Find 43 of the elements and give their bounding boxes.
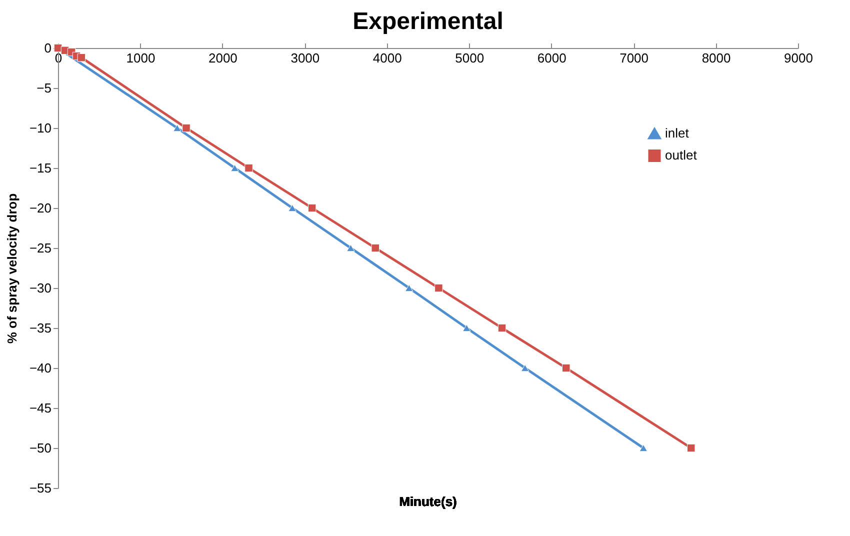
y-axis-title: % of spray velocity drop — [4, 193, 20, 344]
x-tick-label: 9000 — [784, 50, 813, 66]
legend-label: inlet — [665, 126, 690, 141]
x-tick-label: 4000 — [372, 50, 402, 66]
y-tick-label: −15 — [29, 160, 52, 176]
point — [173, 124, 182, 132]
point — [288, 204, 296, 212]
point — [182, 124, 190, 132]
x-tick-label: 1000 — [126, 50, 156, 66]
x-tick-label: 5000 — [455, 50, 484, 66]
point — [230, 164, 239, 172]
y-tick-label: −55 — [29, 480, 52, 496]
chart-title: Experimental — [352, 8, 504, 35]
point — [346, 244, 355, 252]
point — [308, 204, 316, 212]
y-tick-label: 0 — [44, 40, 52, 56]
legend-label: outlet — [665, 148, 698, 163]
y-tick-label: −5 — [36, 80, 52, 96]
y-tick-label: −10 — [29, 120, 52, 136]
y-tick-label: −20 — [29, 200, 52, 216]
point — [434, 284, 443, 292]
point — [562, 364, 570, 372]
point — [404, 284, 414, 292]
y-tick-label: −35 — [29, 320, 52, 336]
point — [244, 164, 253, 172]
y-tick-label: −40 — [29, 360, 52, 376]
x-axis-title: Minute(s) — [399, 494, 457, 509]
y-tick-label: −45 — [29, 400, 52, 416]
point — [520, 364, 530, 372]
point — [498, 324, 506, 332]
y-tick-label: −25 — [29, 240, 52, 256]
x-tick-label: 8000 — [702, 50, 731, 66]
point — [77, 53, 86, 62]
point — [462, 324, 471, 332]
point — [686, 444, 696, 452]
y-tick-label: −30 — [29, 280, 52, 296]
point — [639, 444, 648, 452]
x-tick-label: 6000 — [537, 50, 566, 66]
x-tick-label: 2000 — [208, 50, 238, 66]
point — [371, 244, 380, 252]
x-tick-label: 3000 — [290, 50, 320, 66]
y-tick-label: −50 — [29, 440, 52, 456]
x-tick-label: 7000 — [620, 50, 649, 66]
